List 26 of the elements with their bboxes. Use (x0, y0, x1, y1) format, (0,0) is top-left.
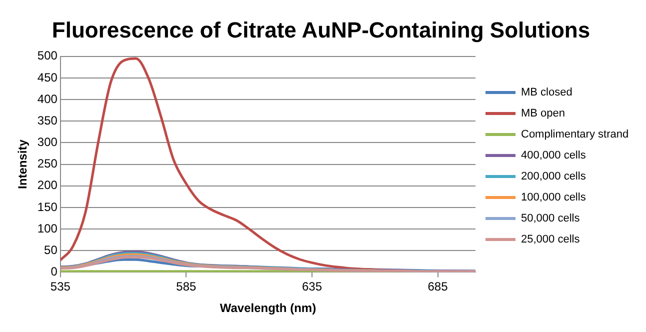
y-tick-label: 250 (37, 156, 58, 171)
y-tick-label: 0 (50, 264, 58, 279)
legend-label: 50,000 cells (521, 212, 580, 225)
legend-label: 25,000 cells (521, 234, 580, 246)
legend-label: MB open (521, 108, 566, 120)
legend-label: MB closed (521, 86, 572, 99)
chart-title: Fluorescence of Citrate AuNP-Containing Solutions (52, 17, 590, 42)
y-tick-label: 500 (37, 48, 58, 63)
y-tick-label: 450 (37, 70, 58, 84)
y-tick-label: 100 (37, 221, 58, 236)
x-tick-label: 685 (428, 280, 448, 294)
y-tick-label: 350 (37, 113, 58, 128)
x-tick-label: 635 (302, 280, 322, 294)
y-tick-label: 400 (37, 92, 58, 106)
y-tick-label: 300 (37, 135, 58, 150)
x-tick-label: 585 (176, 280, 197, 294)
y-tick-label: 200 (37, 178, 58, 192)
legend-label: 400,000 cells (521, 150, 586, 162)
legend-label: Complimentary strand (521, 128, 629, 141)
legend-label: 100,000 cells (521, 192, 586, 204)
x-axis-title: Wavelength (nm) (220, 301, 316, 316)
y-tick-label: 150 (37, 200, 58, 214)
y-axis-title: Intensity (16, 139, 30, 189)
legend-label: 200,000 cells (521, 170, 586, 183)
y-tick-label: 50 (44, 242, 58, 257)
x-tick-label: 535 (50, 280, 71, 294)
